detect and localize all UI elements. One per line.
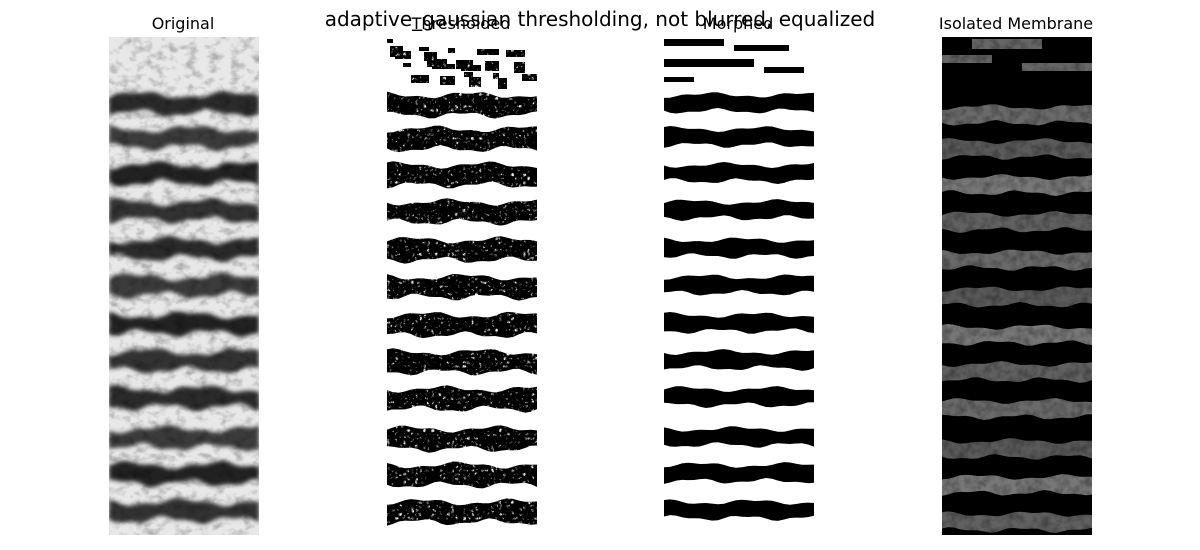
morphed-fragment [664, 39, 724, 46]
morphed-fragment [764, 67, 804, 73]
membrane-band [664, 199, 814, 221]
membrane-band [664, 499, 814, 521]
panel-title-original: Original [151, 14, 215, 33]
membrane-band [664, 162, 814, 184]
membrane-band [664, 237, 814, 259]
membrane-band [664, 386, 814, 408]
thresholded-image [387, 37, 537, 535]
original-image [109, 37, 259, 535]
grain-overlay [942, 37, 1092, 535]
morphed-image [664, 37, 814, 535]
membrane-band [664, 312, 814, 334]
membrane-band [664, 274, 814, 296]
morphed-fragment [664, 77, 694, 82]
morphed-fragment [664, 59, 754, 67]
panel-title-isolated-membrane: Isolated Membrane [938, 14, 1094, 33]
figure-suptitle: adaptive_gaussian thresholding, not blur… [324, 7, 876, 31]
isolated-membrane-image [942, 37, 1092, 535]
membrane-band [664, 92, 814, 114]
membrane-band [664, 349, 814, 371]
membrane-band [664, 426, 814, 448]
membrane-band [664, 462, 814, 484]
panel-title-thresholded: Thresholded [411, 14, 511, 33]
membrane-band [664, 126, 814, 148]
morphed-fragment [734, 45, 789, 51]
panel-title-morphed: Morphed [702, 14, 774, 33]
